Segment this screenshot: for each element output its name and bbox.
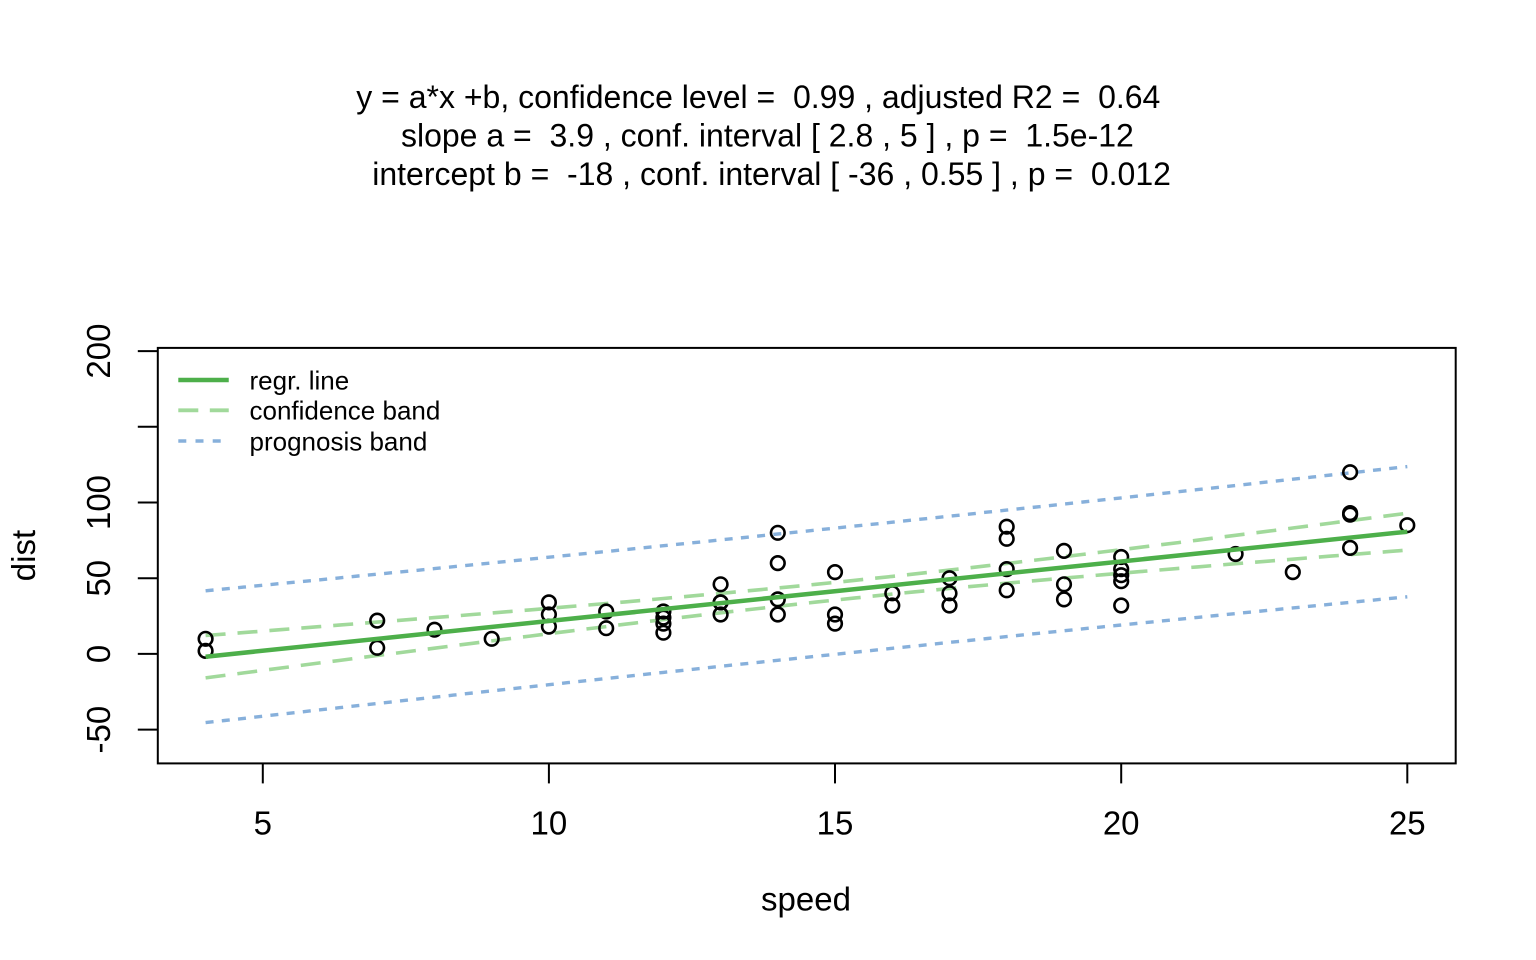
svg-text:dist: dist [5, 530, 42, 581]
svg-text:10: 10 [531, 805, 568, 842]
svg-text:intercept b = -18 , conf. int: intercept b = -18 , conf. interval [ -36… [372, 156, 1171, 192]
svg-text:20: 20 [1103, 805, 1140, 842]
svg-text:15: 15 [817, 805, 854, 842]
svg-text:y = a*x +b, confidence level =: y = a*x +b, confidence level = 0.99 , ad… [356, 79, 1160, 115]
svg-text:100: 100 [80, 475, 117, 530]
svg-text:slope a = 3.9 , conf. interva: slope a = 3.9 , conf. interval [ 2.8 , 5… [401, 117, 1134, 153]
svg-text:confidence band: confidence band [250, 396, 441, 426]
svg-text:regr. line: regr. line [250, 365, 350, 395]
svg-text:200: 200 [80, 324, 117, 379]
svg-text:speed: speed [761, 881, 851, 918]
svg-text:prognosis band: prognosis band [250, 426, 428, 456]
svg-text:0: 0 [80, 645, 117, 663]
svg-text:50: 50 [80, 560, 117, 597]
svg-text:-50: -50 [80, 706, 117, 754]
svg-text:5: 5 [254, 805, 272, 842]
svg-text:25: 25 [1389, 805, 1426, 842]
